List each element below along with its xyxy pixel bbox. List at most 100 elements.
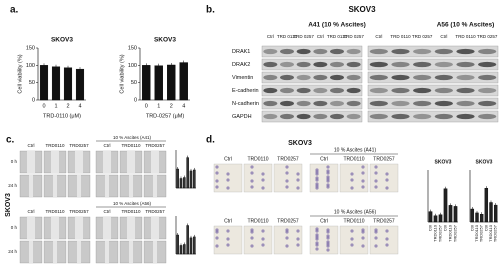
blot-strip xyxy=(367,97,499,110)
x-tick-label: 2 xyxy=(66,103,69,109)
stained-cell xyxy=(261,186,265,190)
stained-cell xyxy=(315,227,319,231)
stained-cell xyxy=(261,229,265,233)
blot-band xyxy=(369,113,388,120)
bar xyxy=(186,157,189,189)
time-label: 0 h xyxy=(11,159,18,164)
blot-band xyxy=(280,48,294,55)
column-header: Ctrl xyxy=(224,156,232,162)
stained-cell xyxy=(226,178,230,182)
stained-cell xyxy=(326,175,330,179)
blot-strip xyxy=(367,110,499,123)
blot-band xyxy=(280,74,294,81)
blot-band xyxy=(478,113,497,120)
panel-label: d. xyxy=(206,135,215,146)
y-axis-label: Cell viability (%) xyxy=(17,54,23,93)
stained-cell xyxy=(215,165,219,169)
blot-band xyxy=(369,74,388,81)
stained-cell xyxy=(315,247,319,251)
invasion-image xyxy=(243,163,273,193)
stained-cell xyxy=(315,241,319,245)
y-tick-label: 50 xyxy=(131,80,137,86)
blot-band xyxy=(413,87,432,94)
bar xyxy=(428,211,433,223)
blot-band xyxy=(330,87,344,94)
stained-cell xyxy=(374,185,378,189)
bar xyxy=(484,187,489,223)
blot-band xyxy=(456,74,475,81)
bar xyxy=(443,188,448,223)
stained-cell xyxy=(385,229,389,233)
y-tick-label: 0 xyxy=(134,97,137,103)
x-tick-label: TRD0110 xyxy=(488,224,493,242)
lane-label: TRD 0110 xyxy=(455,34,476,39)
bar xyxy=(189,237,193,255)
bar xyxy=(176,168,179,189)
x-tick-label: Ctrl xyxy=(443,225,448,231)
y-tick-label: 0 xyxy=(32,97,35,103)
lane-label: TRD 0110 xyxy=(390,34,411,39)
lane-label: TRD 0110 xyxy=(277,34,298,39)
y-tick-label: 100 xyxy=(128,63,137,69)
blot-band xyxy=(263,74,278,81)
panel-label: c. xyxy=(6,135,15,146)
x-tick-label: TRD0110 xyxy=(433,224,438,242)
scratch-gap xyxy=(77,175,81,197)
stained-cell xyxy=(296,186,300,190)
stained-cell xyxy=(250,165,254,169)
blot-band xyxy=(296,48,311,55)
column-header: Ctrl xyxy=(104,143,111,148)
scratch-gap xyxy=(51,217,59,239)
x-tick-label: 1 xyxy=(54,103,57,109)
scratch-gap xyxy=(153,241,157,263)
blot-title: SKOV3 xyxy=(348,5,376,14)
group-header: A56 (10 % Ascites) xyxy=(437,22,495,29)
stained-cell xyxy=(215,185,219,189)
scratch-gap xyxy=(53,175,57,197)
condition-header: 10 % Ascites (A56) xyxy=(334,209,377,215)
blot-band xyxy=(391,100,410,107)
blot-band xyxy=(280,113,294,120)
y-tick-label: 100 xyxy=(26,63,35,69)
scratch-gap xyxy=(75,217,83,239)
column-header: TRD0110 xyxy=(46,143,65,148)
stained-cell xyxy=(285,171,289,175)
bar xyxy=(176,234,179,255)
blot-strip xyxy=(367,58,499,71)
y-tick-label: 50 xyxy=(29,80,35,86)
blot-strip xyxy=(367,45,499,58)
y-axis-label: Cell viability (%) xyxy=(119,54,125,93)
stained-cell xyxy=(315,233,319,237)
column-header: TRD0110 xyxy=(122,143,141,148)
blot-strip xyxy=(367,84,499,97)
blot-band xyxy=(413,48,432,55)
stained-cell xyxy=(226,186,230,190)
scratch-gap xyxy=(129,175,133,197)
scratch-gap xyxy=(103,217,111,239)
stained-cell xyxy=(385,186,389,190)
x-tick-label: Ctrl xyxy=(469,225,474,231)
stained-cell xyxy=(326,183,330,187)
bar xyxy=(75,68,85,101)
blot-band xyxy=(391,48,410,55)
panel-label: a. xyxy=(10,5,19,16)
stained-cell xyxy=(226,172,230,176)
x-tick-label: 4 xyxy=(182,103,185,109)
bar xyxy=(63,67,73,101)
stained-cell xyxy=(285,165,289,169)
stained-cell xyxy=(250,185,254,189)
protein-label: GAPDH xyxy=(232,114,252,120)
bar xyxy=(470,208,475,223)
blot-band xyxy=(413,113,432,120)
stained-cell xyxy=(326,165,330,169)
stained-cell xyxy=(285,179,289,183)
stained-cell xyxy=(296,172,300,176)
stained-cell xyxy=(285,236,289,240)
stained-cell xyxy=(250,179,254,183)
bar xyxy=(179,62,188,101)
blot-band xyxy=(478,100,497,107)
stained-cell xyxy=(350,178,354,182)
blot-band xyxy=(263,100,278,107)
bar xyxy=(193,169,196,189)
stained-cell xyxy=(215,244,219,248)
